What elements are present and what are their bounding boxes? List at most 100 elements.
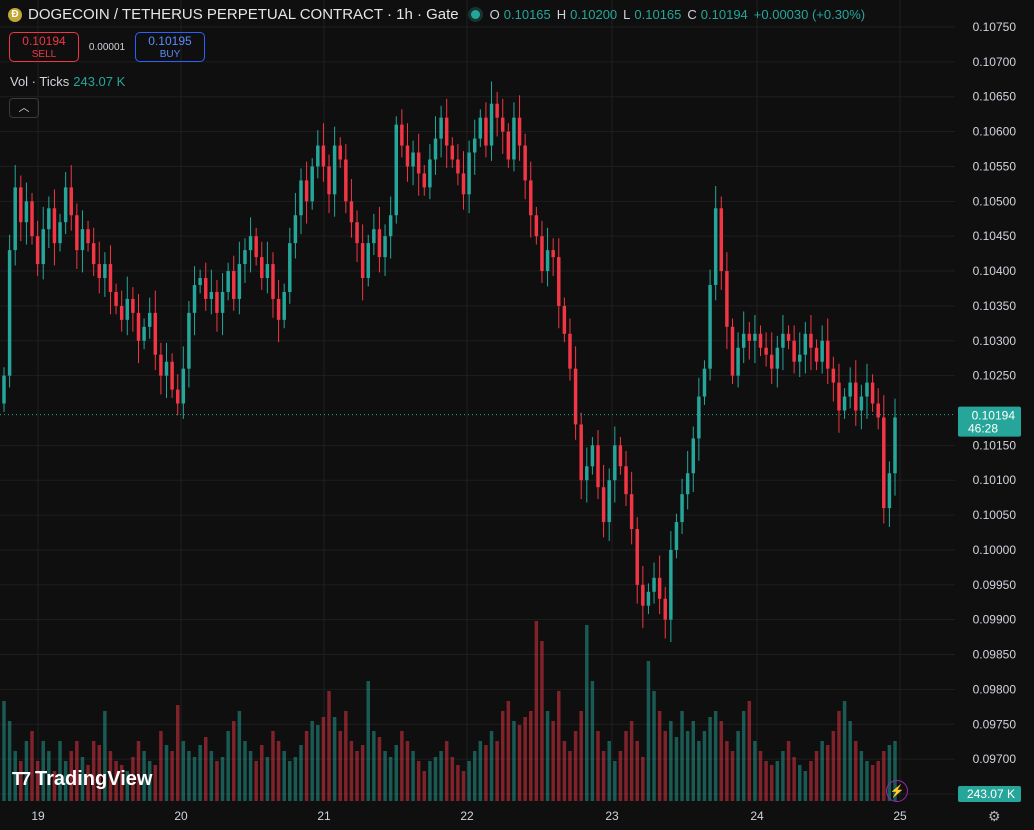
- candle-body: [41, 229, 45, 265]
- candle-body: [797, 354, 802, 362]
- candle-body: [540, 236, 544, 272]
- candle-body: [859, 396, 864, 411]
- volume-bar: [271, 731, 275, 801]
- volume-bar: [697, 741, 701, 801]
- volume-bar: [669, 721, 673, 801]
- candle-body: [775, 347, 780, 369]
- volume-bar: [848, 721, 852, 801]
- candle-body: [450, 145, 455, 160]
- y-tick-label: 0.09750: [973, 717, 1017, 731]
- candle-body: [164, 361, 169, 376]
- candle-body: [456, 159, 460, 174]
- symbol-title[interactable]: DOGECOIN / TETHERUS PERPETUAL CONTRACT ·…: [28, 6, 459, 23]
- sell-button[interactable]: 0.10194 SELL: [9, 32, 79, 62]
- volume-bar: [97, 745, 102, 801]
- candle-body: [136, 312, 141, 341]
- candle-body: [372, 229, 376, 244]
- volume-bar: [674, 737, 679, 801]
- volume-bar: [125, 771, 130, 801]
- x-tick-label: 23: [605, 809, 619, 823]
- candle-body: [736, 347, 740, 376]
- volume-bar: [478, 741, 483, 801]
- volume-bar: [69, 751, 73, 801]
- candle-body: [366, 243, 370, 279]
- candle-body: [758, 333, 763, 348]
- candle-body: [142, 326, 146, 341]
- volume-bar: [192, 757, 197, 801]
- volume-bar: [159, 731, 163, 801]
- candle-body: [618, 445, 623, 467]
- candle-body: [405, 145, 410, 167]
- candle-body: [400, 124, 404, 146]
- candle-body: [478, 117, 483, 139]
- candle-body: [713, 208, 718, 285]
- volume-bar: [383, 751, 387, 801]
- candle-body: [702, 368, 707, 397]
- volume-bar: [854, 741, 858, 801]
- candle-body: [674, 522, 679, 550]
- candle-body: [534, 215, 539, 237]
- y-tick-label: 0.09700: [973, 752, 1017, 766]
- volume-bar: [489, 731, 494, 801]
- candle-body: [506, 131, 511, 160]
- candle-body: [725, 271, 729, 327]
- volume-legend[interactable]: Vol · Ticks 243.07 K: [10, 74, 125, 89]
- candle-body: [596, 445, 600, 488]
- volume-bar: [388, 757, 393, 801]
- candle-body: [131, 298, 135, 313]
- volume-bar: [108, 751, 113, 801]
- volume-bar: [758, 751, 763, 801]
- candle-body: [321, 145, 326, 167]
- volume-bar: [579, 711, 583, 801]
- y-tick-label: 0.10650: [973, 90, 1017, 104]
- candle-body: [47, 208, 51, 230]
- candle-body: [332, 145, 337, 195]
- brand-text: TradingView: [35, 768, 153, 790]
- volume-bar: [394, 745, 399, 801]
- candle-body: [803, 333, 808, 355]
- volume-bar: [58, 741, 62, 801]
- volume-bar: [304, 731, 309, 801]
- volume-bar: [545, 711, 550, 801]
- candle-body: [652, 577, 656, 592]
- volume-bar: [103, 711, 107, 801]
- candle-body: [271, 264, 275, 299]
- candle-body: [226, 271, 230, 292]
- buy-button[interactable]: 0.10195 BUY: [135, 32, 205, 62]
- volume-bar: [450, 757, 455, 801]
- volume-bar: [360, 745, 365, 801]
- volume-bar: [573, 731, 578, 801]
- volume-bar: [618, 751, 623, 801]
- candle-body: [360, 243, 365, 279]
- volume-bar: [691, 721, 696, 801]
- volume-bar: [786, 741, 791, 801]
- volume-bar: [652, 691, 656, 801]
- candle-body: [209, 291, 214, 299]
- candle-body: [792, 340, 796, 362]
- chart-header: Ð DOGECOIN / TETHERUS PERPETUAL CONTRACT…: [8, 6, 867, 23]
- volume-bar: [41, 741, 45, 801]
- trade-panel: 0.10194 SELL 0.00001 0.10195 BUY: [9, 32, 205, 62]
- gear-icon[interactable]: ⚙: [988, 808, 1001, 824]
- y-tick-label: 0.10300: [973, 334, 1017, 348]
- candle-body: [512, 117, 516, 160]
- volume-tag: [958, 786, 1021, 802]
- candle-body: [461, 173, 466, 195]
- tradingview-logo: T7 TradingView: [12, 768, 152, 791]
- collapse-chevron-icon[interactable]: ︿: [9, 98, 39, 118]
- volume-bar: [523, 717, 527, 801]
- candle-body: [35, 236, 40, 265]
- volume-bar: [870, 765, 875, 801]
- candle-body: [753, 333, 757, 341]
- volume-bar: [220, 757, 225, 801]
- lightning-icon[interactable]: ⚡: [886, 780, 908, 802]
- candle-body: [181, 368, 186, 404]
- candle-body: [254, 236, 258, 258]
- volume-bar: [837, 711, 841, 801]
- candle-body: [316, 145, 320, 167]
- candle-body: [293, 215, 298, 244]
- volume-bar: [753, 741, 757, 801]
- volume-bar: [7, 721, 12, 801]
- volume-bar: [248, 751, 253, 801]
